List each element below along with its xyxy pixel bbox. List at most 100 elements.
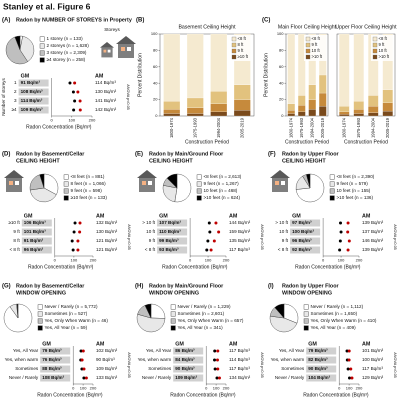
y-axis-title: Percent Distribution: [137, 53, 143, 97]
am-value-label: 121 Bq/m³: [96, 238, 118, 243]
am-value-label: 109 Bq/m³: [96, 366, 118, 371]
panel-title: Upper Floor Ceiling Height: [335, 24, 397, 30]
legend-swatch: [63, 181, 69, 187]
x-tick-label: 1800-1974: [288, 117, 293, 138]
x-tick-label: 100: [80, 386, 87, 391]
dot: [73, 81, 77, 85]
dot: [338, 239, 342, 243]
legend-label: Yes, All Year (n = 59): [45, 325, 88, 330]
legend-label: Yes, All Year (n = 341): [178, 325, 224, 330]
panel-label: (H): [135, 284, 143, 290]
bar-segment: [318, 74, 327, 94]
dot: [71, 90, 75, 94]
bar-segment: [186, 33, 204, 99]
dot: [346, 230, 350, 234]
panel-title: Radon by Main/Ground Floor: [149, 283, 224, 289]
am-value-label: 159 Bq/m³: [229, 229, 251, 234]
legend-swatch: [196, 181, 202, 187]
gm-value-label: 99 Bq/m³: [159, 238, 179, 243]
panel-title: Radon by Basement/Cellar: [16, 151, 85, 157]
series-header: AM: [95, 73, 104, 79]
dot: [346, 367, 350, 371]
x-axis-title: Radon Concentration (Bq/m³): [162, 264, 228, 270]
legend-swatch: [329, 181, 335, 187]
series-header: GM: [42, 341, 51, 347]
gm-value-label: 100 Bq/m³: [292, 229, 314, 234]
bar-segment: [287, 33, 296, 104]
dot: [73, 221, 77, 225]
bar-segment: [382, 102, 393, 112]
gm-label-box: [173, 356, 204, 364]
y-tick-label: Never / Rarely: [142, 375, 172, 380]
gm-label-box: [40, 374, 71, 382]
dot: [213, 358, 217, 362]
gm-label-box: [157, 237, 188, 245]
annotation: ANOVA p<0.05: [393, 352, 397, 378]
dot: [79, 349, 83, 353]
legend-label: 10 ft: [379, 48, 388, 53]
house-window: [148, 181, 152, 185]
legend-swatch: [231, 48, 237, 54]
legend-swatch: [303, 325, 309, 331]
series-header: GM: [175, 341, 184, 347]
bar-segment: [287, 113, 296, 117]
gm-value-label: 96 Bq/m³: [24, 247, 44, 252]
legend-swatch: [63, 188, 69, 194]
y-tick-label: Yes, when warm: [271, 357, 305, 362]
y-tick-label: 9 ft: [149, 238, 156, 243]
panel-label: (F): [268, 152, 276, 158]
am-value-label: 100 Bq/m³: [362, 357, 384, 362]
dot: [214, 221, 218, 225]
gm-label-box: [18, 106, 49, 114]
bar-segment: [163, 101, 181, 110]
x-tick-label: 200: [223, 258, 230, 263]
panel-subtitle: CEILING HEIGHT: [282, 158, 326, 164]
legend-label: Yes, Only When Warm (n = 46): [45, 318, 109, 323]
bar-segment: [368, 112, 379, 117]
y-tick-label: Yes, when warm: [5, 357, 39, 362]
dot: [71, 248, 75, 252]
dot: [347, 376, 351, 380]
bar-segment: [368, 95, 379, 107]
y-tick-label: 100: [151, 31, 158, 36]
dot: [82, 376, 86, 380]
am-value-label: 114 Bq/m³: [229, 357, 250, 362]
x-tick-label: 200: [356, 258, 363, 263]
legend-label: Sometimes (n = 2,601): [178, 311, 225, 316]
legend-label: 1 storey (n = 133): [47, 36, 84, 41]
am-value-label: 146 Bq/m³: [362, 238, 384, 243]
gm-label-box: [40, 347, 71, 355]
legend-swatch: [372, 48, 378, 54]
x-axis-title: Radon Concentration (Bq/m³): [303, 392, 369, 398]
am-value-label: 102 Bq/m³: [96, 348, 118, 353]
bar-segment: [382, 110, 393, 117]
legend-swatch: [37, 311, 43, 317]
gm-label-box: [157, 246, 188, 254]
dot: [347, 358, 351, 362]
legend-swatch: [63, 195, 69, 201]
y-tick-label: < 8 ft: [145, 247, 156, 252]
y-tick-label: 8 ft: [13, 238, 20, 243]
bar-segment: [163, 33, 181, 102]
panel-title: Radon by Upper Floor: [282, 283, 340, 289]
am-value-label: 134 Bq/m³: [229, 375, 251, 380]
panel-label: (E): [135, 152, 143, 158]
x-tick-label: 100: [213, 386, 220, 391]
gm-value-label: 86 Bq/m³: [175, 348, 195, 353]
panel-label: (B): [136, 18, 144, 24]
am-value-label: 132 Bq/m³: [96, 220, 118, 225]
series-header: AM: [362, 213, 371, 219]
legend-label: 8 ft: [238, 42, 245, 47]
y-tick-label: Yes, All Year: [279, 348, 305, 353]
house-window: [281, 181, 285, 185]
dot: [80, 358, 84, 362]
x-tick-label: 100: [68, 118, 75, 123]
house-window: [15, 181, 19, 185]
dot: [215, 376, 219, 380]
am-value-label: 90 Bq/m³: [96, 357, 115, 362]
bar-segment: [233, 110, 251, 117]
y-tick-label: 20: [153, 97, 158, 102]
bar-segment: [368, 106, 379, 113]
y-tick-label: 60: [279, 64, 284, 69]
gm-value-label: 79 Bq/m³: [42, 348, 62, 353]
